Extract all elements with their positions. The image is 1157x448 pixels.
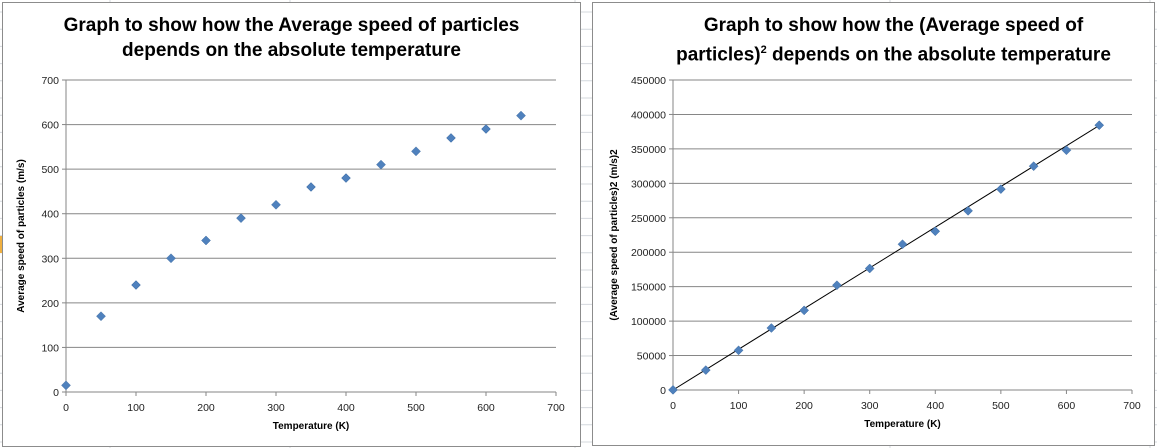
y-tick-label: 150000 bbox=[631, 282, 666, 294]
chart-title: Graph to show how the (Average speed of … bbox=[593, 13, 1154, 67]
y-tick-label: 200 bbox=[41, 298, 59, 310]
data-point-diamond-icon bbox=[996, 184, 1006, 194]
x-axis-title: Temperature (K) bbox=[273, 421, 350, 432]
x-tick-label: 700 bbox=[547, 402, 565, 414]
y-tick-label: 300 bbox=[41, 253, 59, 265]
data-point-diamond-icon bbox=[131, 280, 141, 290]
data-point-diamond-icon bbox=[516, 110, 526, 121]
y-tick-label: 300000 bbox=[631, 178, 666, 190]
chart-title-line-2: depends on the absolute temperature bbox=[122, 40, 461, 61]
x-tick-label: 300 bbox=[267, 402, 285, 414]
chart-title-line-2: particles)2 depends on the absolute temp… bbox=[633, 38, 1154, 67]
chart-speed-squared-vs-temperature[interactable]: Graph to show how the (Average speed of … bbox=[592, 2, 1155, 446]
cell-marker bbox=[0, 236, 2, 253]
x-tick-label: 200 bbox=[795, 400, 813, 412]
plot-area: 0 100 200 300 400 500 600 700 0 100 200 300 400 500 60… bbox=[16, 75, 565, 432]
y-tick-label: 100 bbox=[41, 342, 59, 354]
y-tick-label: 0 bbox=[660, 385, 666, 397]
plot-area: 0 50000 100000 150000 200000 250000 300000 3500… bbox=[609, 75, 1141, 430]
x-tick-label: 600 bbox=[477, 402, 495, 414]
x-tick-label: 100 bbox=[127, 402, 145, 414]
y-tick-label: 350000 bbox=[631, 144, 666, 156]
data-point-diamond-icon bbox=[1094, 120, 1105, 131]
x-axis-title: Temperature (K) bbox=[864, 419, 941, 430]
y-tick-label: 450000 bbox=[631, 75, 666, 87]
title-superscript: 2 bbox=[760, 44, 767, 56]
title-text-part: depends on the absolute temperature bbox=[766, 44, 1111, 66]
data-point-diamond-icon bbox=[832, 280, 842, 291]
y-axis-title: Average speed of particles (m/s) bbox=[16, 159, 27, 313]
x-tick-label: 300 bbox=[861, 400, 879, 412]
data-point-diamond-icon bbox=[96, 311, 106, 322]
data-point-diamond-icon bbox=[341, 173, 351, 183]
data-point-diamond-icon bbox=[271, 199, 281, 210]
data-point-diamond-icon bbox=[306, 182, 316, 192]
data-point-diamond-icon bbox=[411, 146, 421, 157]
y-tick-label: 50000 bbox=[637, 351, 666, 363]
data-point-diamond-icon bbox=[668, 384, 678, 395]
x-tick-label: 100 bbox=[730, 400, 748, 412]
y-tick-label: 200000 bbox=[631, 247, 666, 259]
y-tick-label: 0 bbox=[53, 387, 59, 399]
title-text-part: particles) bbox=[676, 44, 761, 66]
x-tick-label: 200 bbox=[197, 402, 215, 414]
data-point-diamond-icon bbox=[166, 253, 176, 264]
data-point-diamond-icon bbox=[864, 263, 875, 274]
chart-title-line-1: Graph to show how the Average speed of p… bbox=[63, 15, 520, 36]
data-point-diamond-icon bbox=[733, 345, 744, 356]
x-tick-label: 700 bbox=[1123, 400, 1141, 412]
data-point-diamond-icon bbox=[236, 213, 246, 224]
data-point-diamond-icon bbox=[930, 226, 941, 237]
x-tick-label: 0 bbox=[670, 400, 676, 412]
data-point-diamond-icon bbox=[897, 239, 908, 250]
y-tick-label: 100000 bbox=[631, 316, 666, 328]
y-axis-title: (Average speed of particles)2 (m/s)2 bbox=[609, 149, 620, 321]
y-tick-label: 400000 bbox=[631, 109, 666, 121]
y-tick-label: 700 bbox=[41, 75, 59, 87]
chart-title-line-1: Graph to show how the (Average speed of bbox=[703, 15, 1084, 36]
x-tick-label: 500 bbox=[407, 402, 425, 414]
y-tick-label: 600 bbox=[41, 120, 59, 132]
data-point-diamond-icon bbox=[1028, 161, 1039, 172]
data-point-diamond-icon bbox=[700, 365, 711, 375]
data-point-diamond-icon bbox=[481, 124, 491, 134]
y-tick-label: 400 bbox=[41, 209, 59, 221]
chart-speed-vs-temperature[interactable]: Graph to show how the Average speed of p… bbox=[2, 2, 581, 447]
data-point-diamond-icon bbox=[376, 159, 386, 170]
trendline bbox=[672, 125, 1100, 391]
data-point-diamond-icon bbox=[963, 205, 973, 216]
x-tick-label: 600 bbox=[1058, 400, 1076, 412]
data-point-diamond-icon bbox=[446, 133, 456, 143]
x-tick-label: 400 bbox=[927, 400, 945, 412]
data-point-diamond-icon bbox=[799, 305, 809, 316]
data-point-diamond-icon bbox=[1061, 145, 1072, 156]
y-tick-label: 250000 bbox=[631, 213, 666, 225]
x-tick-label: 0 bbox=[63, 402, 69, 414]
data-point-diamond-icon bbox=[766, 323, 777, 333]
x-tick-label: 500 bbox=[992, 400, 1010, 412]
chart-title: Graph to show how the Average speed of p… bbox=[3, 13, 580, 63]
y-tick-label: 500 bbox=[41, 164, 59, 176]
x-tick-label: 400 bbox=[337, 402, 355, 414]
data-point-diamond-icon bbox=[61, 380, 71, 391]
data-point-diamond-icon bbox=[201, 235, 211, 246]
